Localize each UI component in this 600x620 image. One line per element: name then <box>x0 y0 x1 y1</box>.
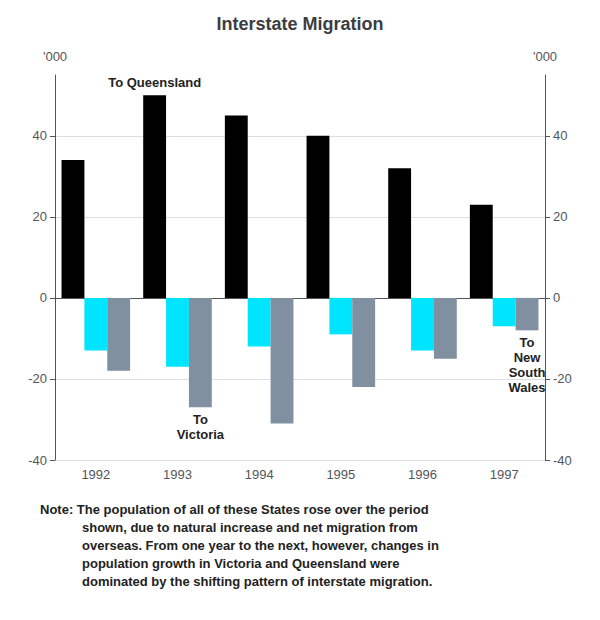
svg-text:-40: -40 <box>28 453 47 468</box>
svg-text:40: 40 <box>553 128 567 143</box>
svg-text:40: 40 <box>33 128 47 143</box>
svg-text:overseas. From one year to the: overseas. From one year to the next, how… <box>82 538 439 553</box>
svg-text:20: 20 <box>33 209 47 224</box>
svg-text:'000: '000 <box>43 49 67 64</box>
svg-text:0: 0 <box>553 290 560 305</box>
svg-text:Victoria: Victoria <box>177 427 225 442</box>
svg-text:To Queensland: To Queensland <box>108 75 201 90</box>
svg-text:shown, due to natural increase: shown, due to natural increase and net m… <box>82 520 418 535</box>
svg-text:1996: 1996 <box>408 467 437 482</box>
svg-text:20: 20 <box>553 209 567 224</box>
svg-text:To: To <box>193 412 208 427</box>
svg-text:1993: 1993 <box>163 467 192 482</box>
svg-text:Wales: Wales <box>508 380 545 395</box>
svg-text:0: 0 <box>40 290 47 305</box>
svg-text:New: New <box>514 350 542 365</box>
svg-text:-40: -40 <box>553 453 572 468</box>
svg-text:1997: 1997 <box>490 467 519 482</box>
svg-text:Interstate Migration: Interstate Migration <box>216 14 383 34</box>
svg-text:dominated by the shifting patt: dominated by the shifting pattern of int… <box>82 574 432 589</box>
svg-text:'000: '000 <box>533 49 557 64</box>
svg-text:population growth in Victoria: population growth in Victoria and Queens… <box>82 556 400 571</box>
svg-text:-20: -20 <box>553 371 572 386</box>
svg-text:1995: 1995 <box>326 467 355 482</box>
svg-text:1992: 1992 <box>81 467 110 482</box>
svg-text:-20: -20 <box>28 371 47 386</box>
svg-text:The population of all of these: The population of all of these States ro… <box>73 502 428 517</box>
svg-text:Note:: Note: <box>40 502 73 517</box>
svg-text:1994: 1994 <box>245 467 274 482</box>
svg-text:South: South <box>509 365 546 380</box>
svg-text:To: To <box>520 335 535 350</box>
